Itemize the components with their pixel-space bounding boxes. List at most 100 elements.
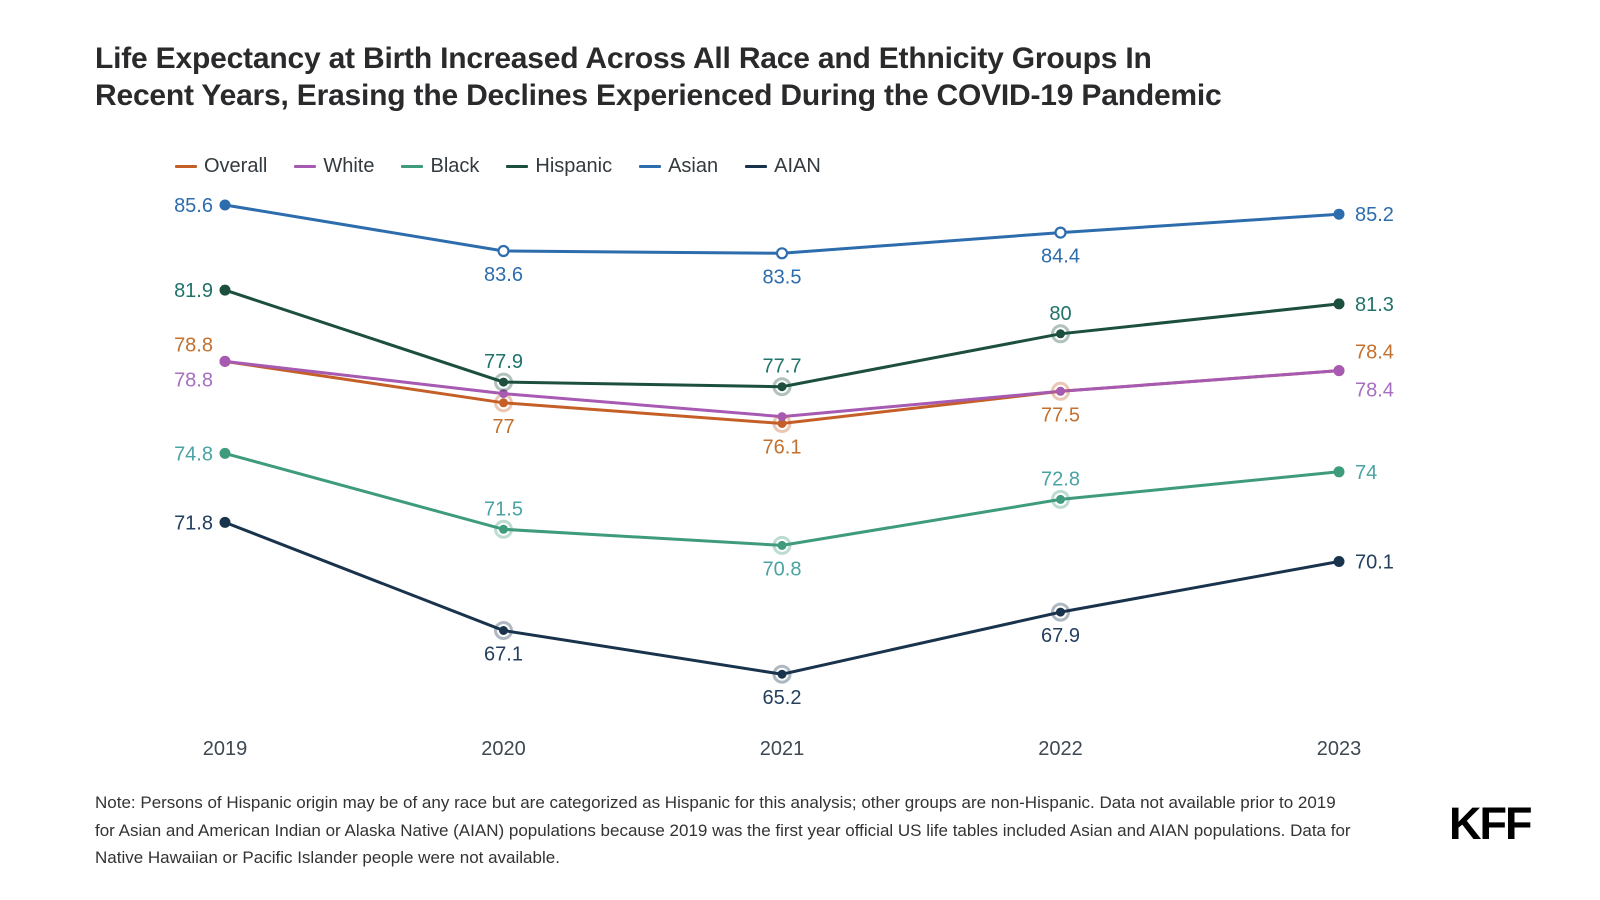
point-label-asian-2022: 84.4 [1041, 246, 1080, 268]
legend-label-asian: Asian [668, 155, 719, 177]
chart-title-line1: Life Expectancy at Birth Increased Acros… [95, 42, 1152, 75]
point-aian-2022-halo [1051, 602, 1070, 622]
point-black-2022[interactable] [1056, 494, 1065, 504]
point-white-2023[interactable] [1333, 365, 1345, 377]
chart-title-line2: Recent Years, Erasing the Declines Exper… [95, 79, 1222, 112]
note-line1: Note: Persons of Hispanic origin may be … [95, 793, 1336, 812]
legend-label-hispanic: Hispanic [535, 155, 613, 177]
legend-label-black: Black [430, 155, 480, 177]
point-aian-2022[interactable] [1056, 607, 1065, 617]
point-label-hispanic-2021: 77.7 [763, 356, 802, 378]
point-aian-2019[interactable] [219, 516, 231, 528]
point-label-black-2019: 74.8 [174, 443, 213, 465]
point-label-asian-2019: 85.6 [174, 195, 213, 217]
point-black-2021[interactable] [777, 540, 787, 550]
point-overall-2021[interactable] [777, 419, 787, 428]
point-black-2023[interactable] [1333, 466, 1345, 478]
point-aian-2020-halo [494, 621, 513, 640]
point-asian-2022[interactable] [1054, 226, 1067, 239]
legend: Overall White Black Hispanic Asian AIAN [175, 155, 821, 178]
point-hispanic-2021-halo [772, 377, 792, 397]
legend-swatch-asian [639, 165, 662, 168]
line-chart: 2019 2020 2021 2022 2023 78.8 77 76.1 77.5 78.4 78… [174, 195, 1394, 760]
point-black-2020[interactable] [499, 524, 508, 534]
legend-swatch-overall [175, 165, 197, 168]
point-black-2020-halo [494, 519, 513, 539]
point-asian-2019[interactable] [219, 199, 231, 211]
point-hispanic-2020-halo [494, 372, 513, 392]
point-label-asian-2020: 83.6 [484, 264, 523, 286]
legend-item-black[interactable]: Black [401, 155, 479, 178]
line-black [224, 451, 1340, 547]
point-black-2019[interactable] [219, 447, 231, 459]
legend-item-asian[interactable]: Asian [639, 155, 718, 178]
point-label-overall-2021: 76.1 [763, 437, 802, 459]
legend-label-overall: Overall [204, 155, 268, 177]
point-label-overall-2022: 77.5 [1041, 404, 1080, 426]
point-hispanic-2022-halo [1051, 324, 1070, 344]
point-black-2021-halo [772, 535, 792, 555]
legend-swatch-white [294, 165, 317, 168]
point-hispanic-2022[interactable] [1056, 329, 1065, 339]
note-text: Note: Persons of Hispanic origin may be … [95, 789, 1395, 872]
point-label-black-2020: 71.5 [484, 498, 523, 520]
point-label-white-2019: 78.8 [174, 369, 213, 391]
point-label-overall-2023: 78.4 [1355, 342, 1394, 364]
legend-label-aian: AIAN [774, 155, 821, 177]
legend-item-aian[interactable]: AIAN [745, 155, 821, 178]
point-aian-2021-halo [772, 664, 792, 684]
legend-swatch-black [401, 165, 424, 168]
x-tick-2020: 2020 [481, 738, 526, 760]
line-asian [224, 203, 1340, 255]
point-label-overall-2020: 77 [492, 416, 514, 438]
point-label-hispanic-2019: 81.9 [174, 280, 213, 302]
x-tick-2022: 2022 [1038, 738, 1083, 760]
point-hispanic-2023[interactable] [1333, 298, 1345, 310]
note-line3: Native Hawaiian or Pacific Islander peop… [95, 848, 560, 867]
legend-item-hispanic[interactable]: Hispanic [506, 155, 612, 178]
point-label-aian-2020: 67.1 [484, 644, 523, 666]
point-label-aian-2019: 71.8 [174, 512, 213, 534]
point-aian-2021[interactable] [777, 669, 787, 679]
point-hispanic-2021[interactable] [777, 382, 787, 392]
legend-swatch-hispanic [506, 165, 529, 168]
note-line2: for Asian and American Indian or Alaska … [95, 820, 1351, 840]
point-label-aian-2023: 70.1 [1355, 552, 1394, 574]
point-overall-2022-halo [1051, 381, 1070, 401]
kff-logo: KFF [1449, 798, 1532, 849]
point-black-2022-halo [1051, 489, 1070, 509]
point-label-asian-2021: 83.5 [763, 266, 802, 288]
point-label-hispanic-2020: 77.9 [484, 351, 523, 373]
point-white-2019[interactable] [219, 355, 231, 367]
x-tick-2019: 2019 [203, 738, 248, 760]
legend-item-overall[interactable]: Overall [175, 155, 267, 178]
x-tick-2021: 2021 [760, 738, 805, 760]
point-label-hispanic-2023: 81.3 [1355, 294, 1394, 316]
point-white-2021[interactable] [777, 412, 787, 422]
point-label-asian-2023: 85.2 [1355, 204, 1394, 226]
legend-label-white: White [323, 155, 375, 177]
point-label-overall-2019: 78.8 [174, 334, 213, 356]
point-asian-2021[interactable] [775, 247, 789, 260]
point-label-aian-2022: 67.9 [1041, 625, 1080, 647]
point-label-aian-2021: 65.2 [763, 687, 802, 709]
legend-item-white[interactable]: White [294, 155, 374, 178]
legend-swatch-aian [745, 165, 768, 168]
point-asian-2020[interactable] [497, 244, 510, 258]
point-overall-2020[interactable] [499, 398, 508, 408]
point-hispanic-2019[interactable] [219, 284, 231, 296]
point-white-2022[interactable] [1056, 386, 1065, 396]
point-aian-2023[interactable] [1333, 556, 1345, 567]
chart-title: Life Expectancy at Birth Increased Acros… [95, 40, 1495, 114]
point-label-black-2023: 74 [1355, 462, 1377, 484]
point-label-black-2021: 70.8 [763, 558, 802, 580]
point-hispanic-2020[interactable] [499, 377, 508, 387]
point-label-black-2022: 72.8 [1041, 468, 1080, 490]
x-tick-2023: 2023 [1317, 738, 1362, 760]
point-asian-2023[interactable] [1333, 208, 1345, 220]
point-white-2020[interactable] [499, 389, 508, 399]
point-aian-2020[interactable] [499, 626, 508, 635]
point-label-white-2023: 78.4 [1355, 380, 1394, 402]
point-label-hispanic-2022: 80 [1049, 303, 1071, 325]
